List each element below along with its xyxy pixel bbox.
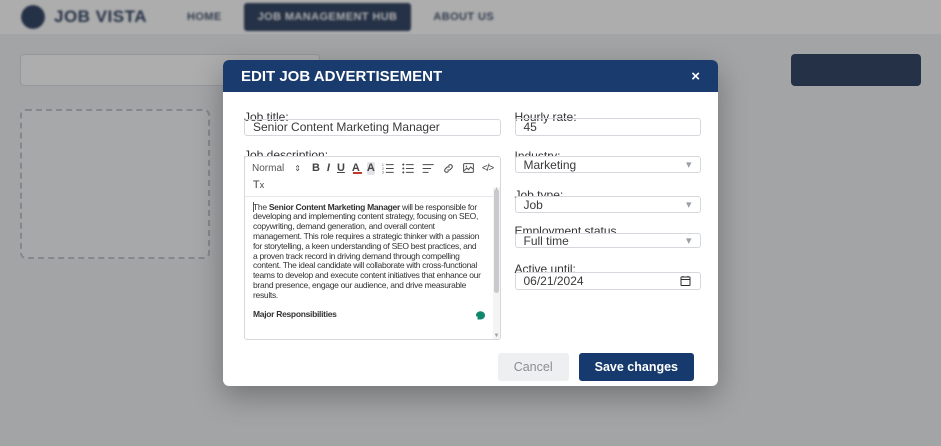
svg-text:3: 3 [382,170,384,174]
